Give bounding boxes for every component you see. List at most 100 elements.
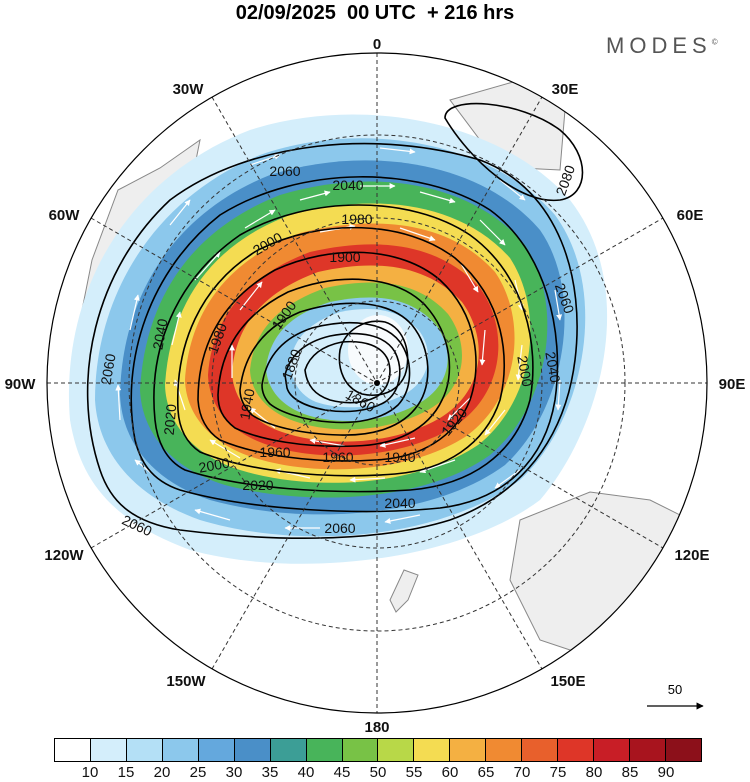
- contour-2040: [130, 176, 559, 513]
- colorbar-swatch: [665, 739, 701, 761]
- polar-map: 2060 2060 2060 2060 2060 2080 2040 2040 …: [5, 36, 746, 735]
- wind-arrow: [484, 409, 506, 436]
- colorbar-tick-label: 65: [477, 764, 495, 781]
- lon-label-120e: 120E: [674, 547, 709, 564]
- colorbar-swatch: [558, 739, 595, 761]
- colorbar-swatch: [630, 739, 666, 761]
- contour-label: 2060: [269, 163, 300, 179]
- lon-label-120w: 120W: [44, 547, 84, 564]
- lon-label-90e: 90E: [719, 376, 746, 393]
- wind-arrow: [419, 459, 456, 474]
- wind-arrow: [129, 294, 140, 331]
- colorbar-tick-label: 50: [369, 764, 387, 781]
- colorbar-swatch: [162, 739, 199, 761]
- shade-core-white: [348, 315, 408, 385]
- south-pole-marker: [374, 380, 380, 386]
- colorbar-tick-label: 75: [549, 764, 567, 781]
- wind-arrow: [173, 379, 186, 411]
- wind-arrow: [399, 227, 436, 242]
- contour-1960: [217, 278, 451, 448]
- wind-arrow: [555, 379, 562, 411]
- colorbar-swatch: [450, 739, 487, 761]
- colorbar-swatch: [55, 739, 91, 761]
- contour-label: 1980: [341, 211, 372, 227]
- wind-arrow: [447, 397, 471, 421]
- colorbar: [54, 738, 702, 762]
- colorbar-swatch: [522, 739, 559, 761]
- colorbar-tick-label: 15: [117, 764, 135, 781]
- colorbar-tick-label: 85: [621, 764, 639, 781]
- contour-label: 2060: [324, 520, 355, 536]
- wind-arrow: [244, 209, 276, 229]
- colorbar-swatch: [594, 739, 630, 761]
- colorbar-swatch: [198, 739, 235, 761]
- reference-vector: 50: [647, 682, 704, 710]
- colorbar-swatch: [486, 739, 523, 761]
- lon-label-180: 180: [364, 719, 389, 735]
- colorbar-swatch: [126, 739, 163, 761]
- wind-arrow: [309, 437, 346, 447]
- contour-1940: [239, 302, 429, 436]
- map-title: 02/09/2025 00 UTC + 216 hrs: [235, 2, 515, 24]
- lon-label-30e: 30E: [552, 81, 579, 98]
- colorbar-tick-label: 10: [81, 764, 99, 781]
- contour-label: 1940: [384, 449, 415, 465]
- wind-arrow: [459, 261, 479, 293]
- latitude-circle: [128, 134, 626, 632]
- brand-logo: MODES©: [606, 33, 718, 59]
- colorbar-tick-label: 55: [405, 764, 423, 781]
- wind-arrow: [171, 311, 182, 346]
- colorbar-tick-label: 70: [513, 764, 531, 781]
- reference-vector-label: 50: [668, 682, 682, 697]
- lon-label-150w: 150W: [166, 673, 206, 690]
- latitude-circle: [211, 217, 543, 549]
- contour-label: 2060: [97, 352, 118, 386]
- colorbar-tick-label: 40: [297, 764, 315, 781]
- contour-2020: [153, 204, 534, 493]
- lon-label-0: 0: [373, 36, 381, 53]
- contour-label: 2040: [332, 177, 363, 193]
- contour-label: 1960: [322, 449, 353, 465]
- wind-arrow: [249, 153, 281, 166]
- contour-1880: [304, 340, 391, 404]
- wind-arrow: [194, 508, 231, 521]
- wind-arrow: [499, 179, 526, 201]
- colorbar-swatch: [378, 739, 415, 761]
- colorbar-swatch: [306, 739, 343, 761]
- wind-arrow: [115, 384, 122, 421]
- contour-label: 2040: [384, 495, 415, 511]
- contour-2000: [176, 226, 505, 477]
- contour-1860: [338, 320, 409, 396]
- contour-1980: [197, 251, 477, 462]
- contour-2060: [86, 142, 578, 539]
- colorbar-tick-label: 20: [153, 764, 171, 781]
- lon-label-60e: 60E: [677, 207, 704, 224]
- colorbar-tick-label: 60: [441, 764, 459, 781]
- contour-label: 1940: [236, 387, 257, 421]
- colorbar-swatch: [270, 739, 307, 761]
- colorbar-swatch: [234, 739, 271, 761]
- contour-label: 2040: [149, 317, 170, 351]
- wind-arrow: [384, 514, 421, 524]
- contour-label: 1900: [329, 249, 360, 265]
- lon-label-150e: 150E: [550, 673, 585, 690]
- height-contours: [86, 102, 584, 539]
- new-zealand-land: [389, 569, 419, 613]
- contour-1900: [284, 332, 401, 413]
- longitude-labels: 0 180 90W 90E 30W 60W 120W 150W 30E 60E …: [5, 36, 746, 735]
- colorbar-ticks: 10 15 20 25 30 35 40 45 50 55 60 65 70 75 80 85 90: [0, 764, 750, 782]
- wind-arrow: [419, 191, 456, 204]
- wind-arrow: [239, 281, 263, 311]
- colorbar-tick-label: 30: [225, 764, 243, 781]
- colorbar-tick-label: 35: [261, 764, 279, 781]
- wind-arrow: [379, 147, 416, 155]
- contour-label: 2000: [514, 354, 535, 388]
- wind-arrow: [554, 289, 563, 321]
- copyright-mark: ©: [711, 37, 718, 47]
- colorbar-tick-label: 25: [189, 764, 207, 781]
- colorbar-swatch: [342, 739, 379, 761]
- colorbar-swatch: [90, 739, 127, 761]
- colorbar-tick-label: 80: [585, 764, 603, 781]
- contour-label: 1960: [259, 444, 290, 460]
- lon-label-30w: 30W: [173, 81, 205, 98]
